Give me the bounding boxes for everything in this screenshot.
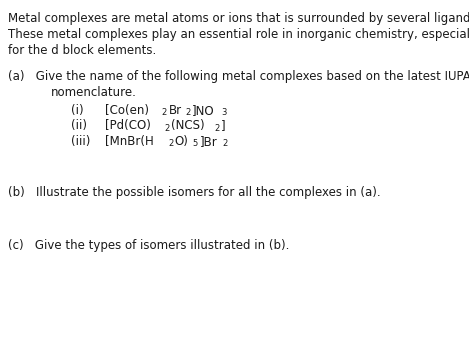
Text: (a)   Give the name of the following metal complexes based on the latest IUPAC: (a) Give the name of the following metal… xyxy=(8,70,469,83)
Text: (NCS): (NCS) xyxy=(171,119,204,132)
Text: 2: 2 xyxy=(162,108,167,117)
Text: ]NO: ]NO xyxy=(192,104,215,117)
Text: ]Br: ]Br xyxy=(199,135,217,148)
Text: (iii): (iii) xyxy=(71,135,91,148)
Text: [Pd(CO): [Pd(CO) xyxy=(105,119,151,132)
Text: Metal complexes are metal atoms or ions that is surrounded by several ligands.: Metal complexes are metal atoms or ions … xyxy=(8,12,469,25)
Text: 2: 2 xyxy=(222,139,227,148)
Text: (b)   Illustrate the possible isomers for all the complexes in (a).: (b) Illustrate the possible isomers for … xyxy=(8,186,381,199)
Text: 2: 2 xyxy=(164,124,169,133)
Text: [MnBr(H: [MnBr(H xyxy=(105,135,154,148)
Text: O): O) xyxy=(175,135,189,148)
Text: Br: Br xyxy=(168,104,182,117)
Text: 2: 2 xyxy=(168,139,173,148)
Text: nomenclature.: nomenclature. xyxy=(51,86,136,99)
Text: (ii): (ii) xyxy=(71,119,87,132)
Text: 5: 5 xyxy=(193,139,198,148)
Text: [Co(en): [Co(en) xyxy=(105,104,149,117)
Text: These metal complexes play an essential role in inorganic chemistry, especially: These metal complexes play an essential … xyxy=(8,28,469,41)
Text: (c)   Give the types of isomers illustrated in (b).: (c) Give the types of isomers illustrate… xyxy=(8,239,290,252)
Text: ]: ] xyxy=(221,119,226,132)
Text: 3: 3 xyxy=(221,108,227,117)
Text: 2: 2 xyxy=(186,108,191,117)
Text: for the d block elements.: for the d block elements. xyxy=(8,44,157,57)
Text: 2: 2 xyxy=(214,124,219,133)
Text: (i): (i) xyxy=(71,104,84,117)
